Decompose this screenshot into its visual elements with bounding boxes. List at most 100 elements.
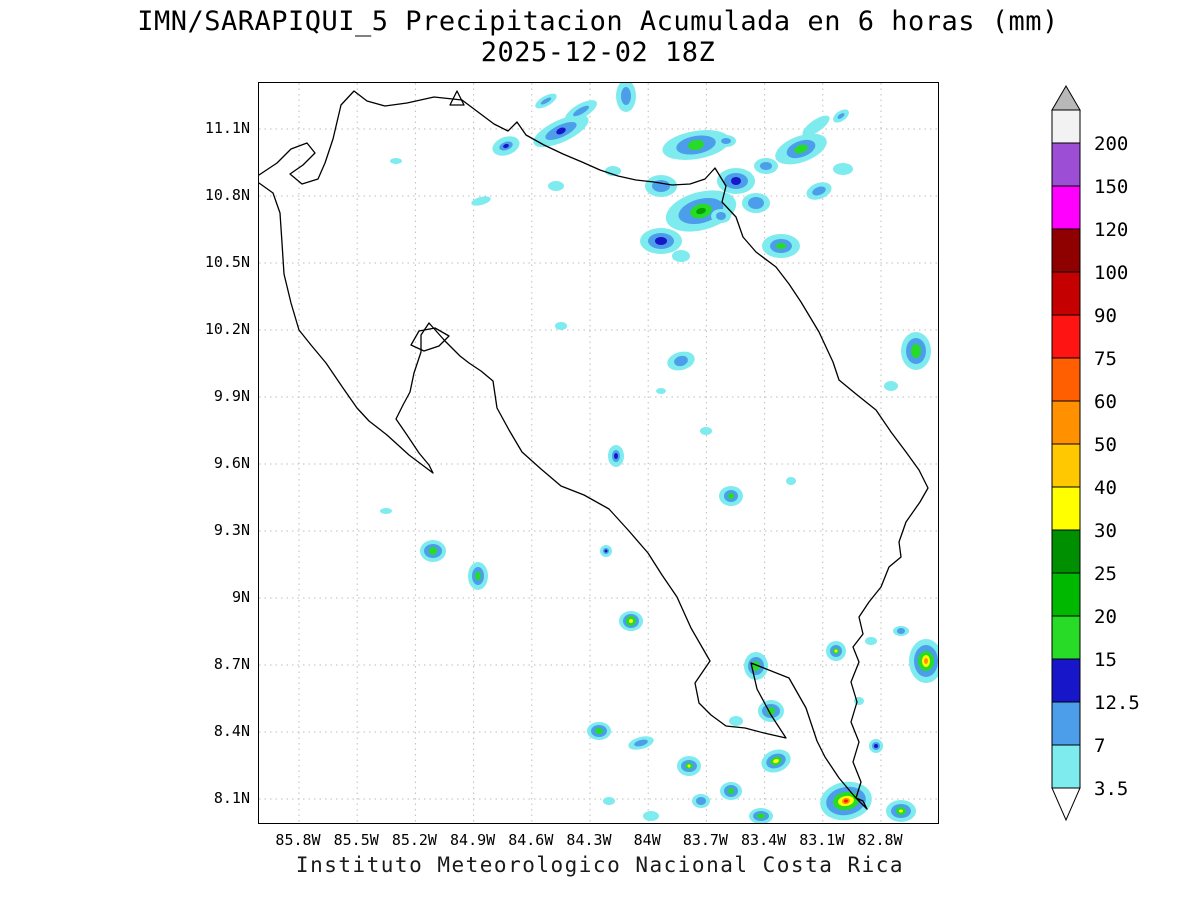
precip-contour <box>911 344 921 358</box>
lat-tick-label: 10.5N <box>204 253 250 271</box>
precip-cell <box>468 562 488 590</box>
lon-tick-label: 85.8W <box>275 831 321 849</box>
precip-cell <box>380 508 392 514</box>
precip-contour <box>757 813 765 819</box>
precip-contour <box>548 181 564 191</box>
lon-tick-label: 84.6W <box>508 831 554 849</box>
precip-contour <box>674 355 688 367</box>
lon-tick-label: 83.4W <box>741 831 787 849</box>
precip-cell <box>656 388 666 394</box>
colorbar-segment <box>1051 744 1081 789</box>
colorbar-segment <box>1051 615 1081 660</box>
colorbar-segment <box>1051 271 1081 316</box>
precip-cell <box>802 115 830 137</box>
precip-cell <box>775 133 827 165</box>
gulf-island <box>410 327 450 352</box>
precip-contour <box>844 799 848 803</box>
precip-contour <box>786 477 796 485</box>
precip-cell <box>749 808 773 823</box>
lon-tick-label: 83.1W <box>799 831 845 849</box>
precip-contour <box>672 250 690 262</box>
precip-cell <box>833 109 849 123</box>
precip-cell <box>587 722 611 740</box>
colorbar-tick-label: 90 <box>1094 305 1117 327</box>
precip-cell <box>600 545 612 557</box>
lon-tick-label: 84.9W <box>450 831 496 849</box>
precip-contour <box>728 493 734 499</box>
precip-cell <box>565 100 597 122</box>
precip-contour <box>614 453 618 459</box>
colorbar-segment <box>1051 228 1081 273</box>
lon-tick-label: 83.7W <box>682 831 728 849</box>
lon-tick-label: 85.5W <box>333 831 379 849</box>
precip-cell <box>619 611 643 631</box>
precip-contour <box>833 163 853 175</box>
precip-cell <box>645 175 677 197</box>
precip-contour <box>429 547 437 555</box>
map-valid-time: 2025-12-02 18Z <box>480 37 716 68</box>
precip-cell <box>884 381 898 391</box>
lat-tick-label: 8.4N <box>213 722 250 740</box>
colorbar-tick-label: 200 <box>1094 133 1128 155</box>
precip-contour <box>802 115 830 137</box>
precip-contour <box>884 381 898 391</box>
precip-contour <box>540 97 552 105</box>
precip-cell <box>535 93 557 109</box>
precip-contour <box>897 628 905 634</box>
precip-contour <box>865 637 877 645</box>
precip-cell <box>742 193 770 213</box>
precip-contour <box>924 658 928 664</box>
lon-tick-label: 85.2W <box>391 831 437 849</box>
precip-cell <box>720 782 742 800</box>
precip-cell <box>471 196 491 206</box>
precip-contour <box>728 788 734 794</box>
map-canvas <box>259 83 938 823</box>
precip-cell <box>761 749 791 773</box>
colorbar-over-cap <box>1051 109 1081 144</box>
precip-contour <box>700 427 712 435</box>
colorbar-segment <box>1051 486 1081 531</box>
precip-contour <box>688 139 704 151</box>
footer-caption: Instituto Meteorologico Nacional Costa R… <box>295 853 905 877</box>
precip-contour <box>503 143 509 149</box>
colorbar-tick-label: 150 <box>1094 176 1128 198</box>
lon-tick-label: 82.8W <box>857 831 903 849</box>
colorbar: 200 150 120 100 90 75 60 50 40 30 25 20 15 12.5 7 3.5 <box>1051 85 1140 822</box>
precip-cell <box>643 811 659 821</box>
precip-contour <box>634 739 648 747</box>
precip-cell <box>711 209 731 223</box>
precip-cell <box>893 626 909 636</box>
precip-contour <box>471 196 491 206</box>
colorbar-tick-label: 7 <box>1094 735 1105 757</box>
precip-contour <box>643 811 659 821</box>
precip-cell <box>886 800 916 822</box>
lat-tick-label: 9.9N <box>213 387 250 405</box>
precipitation-cells <box>380 83 938 823</box>
precip-contour <box>603 797 615 805</box>
grid-lines <box>259 83 938 823</box>
precip-cell <box>820 781 872 821</box>
colorbar-tick-label: 100 <box>1094 262 1128 284</box>
precip-cell <box>667 351 695 371</box>
precip-contour <box>721 138 731 144</box>
precip-cell <box>909 639 938 683</box>
colorbar-segment <box>1051 658 1081 703</box>
precip-cell <box>616 83 636 112</box>
precip-cell <box>869 739 883 753</box>
precip-contour <box>767 707 775 715</box>
precip-cell <box>628 736 654 750</box>
colorbar-tick-label: 20 <box>1094 606 1117 628</box>
precip-cell <box>640 228 682 254</box>
precip-cell <box>603 797 615 805</box>
precip-cell <box>608 445 624 467</box>
precip-contour <box>794 144 808 154</box>
colorbar-segment <box>1051 443 1081 488</box>
colorbar-tick-label: 60 <box>1094 391 1117 413</box>
colorbar-segment <box>1051 572 1081 617</box>
lat-tick-label: 9N <box>231 588 250 606</box>
lat-tick-label: 8.1N <box>213 789 250 807</box>
precip-contour <box>475 572 481 580</box>
colorbar-tick-label: 120 <box>1094 219 1128 241</box>
precip-cell <box>901 332 931 370</box>
costa-rica-coastline <box>259 90 929 810</box>
